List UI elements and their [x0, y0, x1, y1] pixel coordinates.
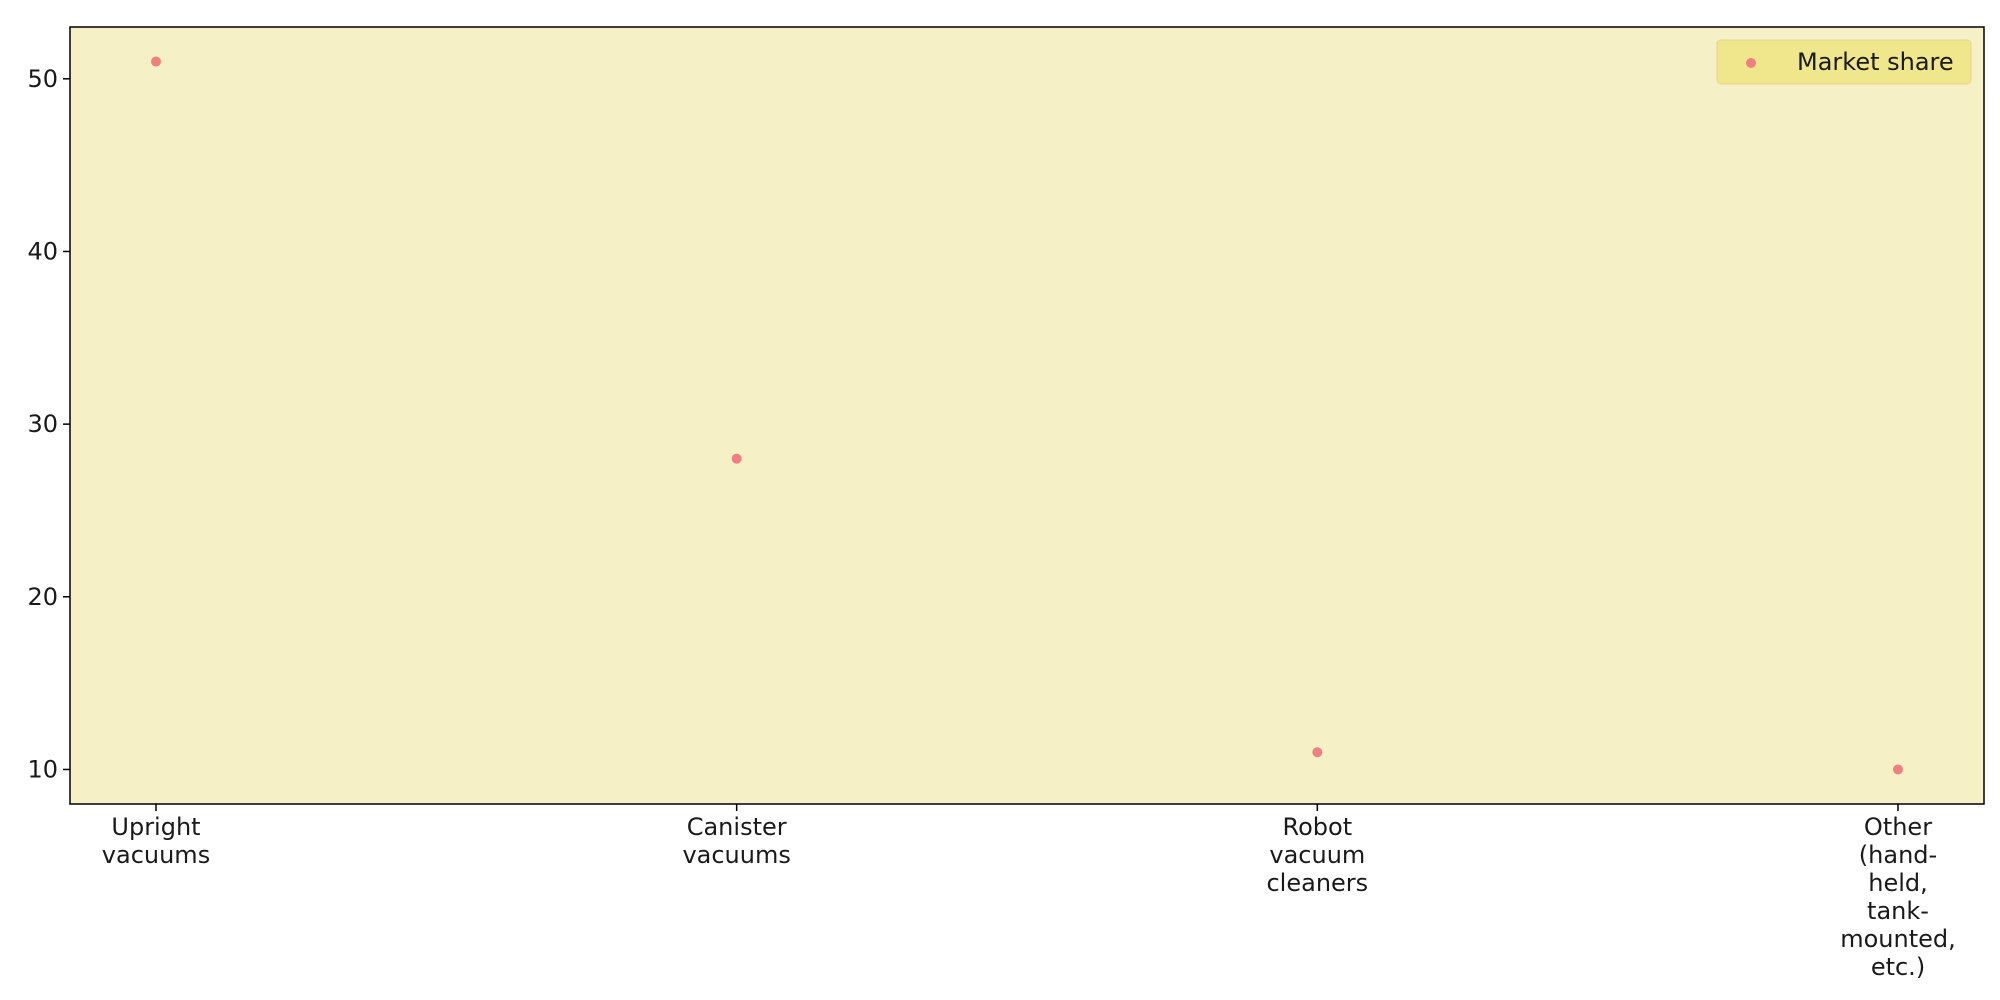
- legend-box: [1716, 39, 1972, 85]
- plot-frame: [69, 26, 1985, 805]
- data-points: [151, 56, 1903, 775]
- y-tick-label: 10: [27, 755, 58, 783]
- legend: Market share: [1716, 39, 1972, 85]
- x-tick-label: Canister vacuums: [682, 813, 790, 869]
- x-tick-label: Robot vacuum cleaners: [1266, 813, 1368, 897]
- plot-area: [70, 27, 1984, 804]
- data-point: [731, 453, 742, 464]
- x-axis: Upright vacuums Canister vacuums Robot vacuum…: [102, 804, 1956, 981]
- y-tick-label: 50: [27, 65, 58, 93]
- legend-label: Market share: [1797, 48, 1954, 76]
- x-tick-label: Other (hand-held, tank-mounted, etc.): [1840, 813, 1956, 981]
- y-tick-label: 40: [27, 237, 58, 265]
- y-tick-label: 30: [27, 410, 58, 438]
- y-tick-label: 20: [27, 583, 58, 611]
- data-point: [1312, 747, 1323, 758]
- legend-marker: [1746, 58, 1756, 68]
- data-point: [151, 56, 161, 67]
- data-point: [1893, 764, 1903, 775]
- y-axis: 10 20 30 40 50: [27, 65, 70, 783]
- x-tick-label: Upright vacuums: [102, 813, 210, 869]
